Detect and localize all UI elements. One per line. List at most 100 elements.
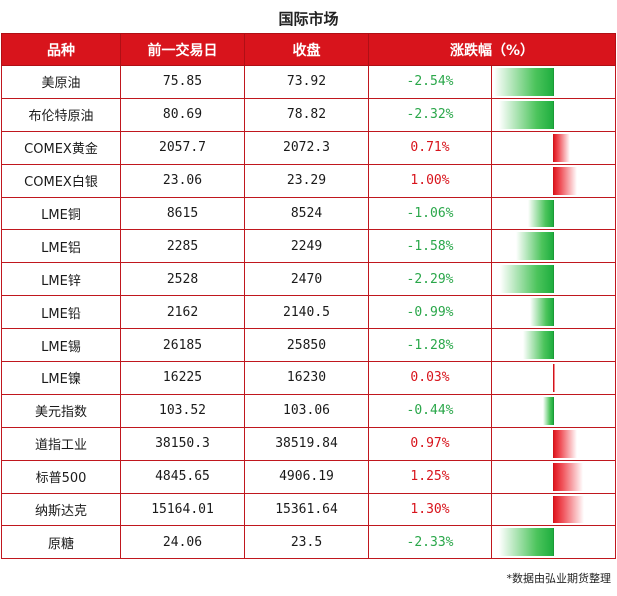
close-value: 103.06: [244, 393, 369, 428]
change-bar-cell: [491, 492, 616, 527]
close-value: 78.82: [244, 97, 369, 132]
table-row: 美元指数 103.52 103.06 -0.44%: [1, 393, 616, 428]
commodity-name: LME锌: [1, 262, 121, 297]
positive-change-bar: [553, 166, 578, 195]
commodity-name: LME铅: [1, 295, 121, 330]
change-bar-cell: [491, 97, 616, 132]
close-value: 23.29: [244, 163, 369, 198]
prev-value: 24.06: [120, 525, 245, 560]
table-row: 标普500 4845.65 4906.19 1.25%: [1, 459, 616, 494]
prev-value: 15164.01: [120, 492, 245, 527]
positive-change-bar: [553, 364, 555, 392]
header-row: 品种 前一交易日 收盘 涨跌幅（%）: [1, 33, 616, 66]
prev-value: 4845.65: [120, 459, 245, 494]
commodity-name: LME镍: [1, 361, 121, 395]
table-row: 布伦特原油 80.69 78.82 -2.32%: [1, 97, 616, 132]
page-title: 国际市场: [278, 10, 339, 28]
change-bar-cell: [491, 459, 616, 494]
commodity-name: 美元指数: [1, 393, 121, 428]
market-table: 品种 前一交易日 收盘 涨跌幅（%） 美原油 75.85 73.92 -2.54% 布伦…: [1, 33, 616, 560]
change-bar-cell: [491, 163, 616, 198]
prev-value: 26185: [120, 328, 245, 363]
prev-value: 16225: [120, 361, 245, 395]
change-percent: 1.25%: [368, 459, 492, 494]
close-value: 4906.19: [244, 459, 369, 494]
prev-value: 2057.7: [120, 130, 245, 165]
close-value: 25850: [244, 328, 369, 363]
change-percent: -2.32%: [368, 97, 492, 132]
table-row: LME铅 2162 2140.5 -0.99%: [1, 295, 616, 330]
negative-change-bar: [530, 298, 554, 327]
change-percent: -2.29%: [368, 262, 492, 297]
negative-change-bar: [499, 100, 554, 129]
change-percent: -1.06%: [368, 196, 492, 231]
table-row: LME铝 2285 2249 -1.58%: [1, 229, 616, 264]
positive-change-bar: [553, 495, 585, 524]
close-value: 2140.5: [244, 295, 369, 330]
change-percent: -0.44%: [368, 393, 492, 428]
negative-change-bar: [494, 68, 554, 96]
close-value: 2470: [244, 262, 369, 297]
prev-value: 8615: [120, 196, 245, 231]
prev-value: 38150.3: [120, 426, 245, 461]
prev-value: 75.85: [120, 65, 245, 99]
prev-value: 80.69: [120, 97, 245, 132]
footnote: *数据由弘业期货整理: [506, 572, 612, 585]
commodity-name: 标普500: [1, 459, 121, 494]
prev-value: 23.06: [120, 163, 245, 198]
header-close: 收盘: [244, 33, 369, 66]
change-bar-cell: [491, 196, 616, 231]
header-change: 涨跌幅（%）: [368, 33, 616, 66]
change-percent: 0.71%: [368, 130, 492, 165]
change-bar-cell: [491, 426, 616, 461]
change-percent: 1.30%: [368, 492, 492, 527]
table-row: COMEX白银 23.06 23.29 1.00%: [1, 163, 616, 198]
change-percent: -2.54%: [368, 65, 492, 99]
close-value: 38519.84: [244, 426, 369, 461]
close-value: 2249: [244, 229, 369, 264]
change-percent: -0.99%: [368, 295, 492, 330]
change-bar-cell: [491, 361, 616, 395]
table-row: 原糖 24.06 23.5 -2.33%: [1, 525, 616, 560]
positive-change-bar: [553, 462, 584, 491]
close-value: 73.92: [244, 65, 369, 99]
change-percent: -2.33%: [368, 525, 492, 560]
close-value: 2072.3: [244, 130, 369, 165]
change-percent: -1.28%: [368, 328, 492, 363]
commodity-name: 布伦特原油: [1, 97, 121, 132]
commodity-name: 道指工业: [1, 426, 121, 461]
positive-change-bar: [553, 429, 577, 458]
change-bar-cell: [491, 65, 616, 99]
commodity-name: LME铝: [1, 229, 121, 264]
change-bar-cell: [491, 130, 616, 165]
negative-change-bar: [528, 199, 554, 228]
negative-change-bar: [516, 232, 554, 261]
negative-change-bar: [542, 396, 554, 425]
prev-value: 2285: [120, 229, 245, 264]
change-bar-cell: [491, 229, 616, 264]
commodity-name: 纳斯达克: [1, 492, 121, 527]
commodity-name: 原糖: [1, 525, 121, 560]
negative-change-bar: [498, 528, 554, 557]
close-value: 15361.64: [244, 492, 369, 527]
table-row: LME锡 26185 25850 -1.28%: [1, 328, 616, 363]
commodity-name: LME锡: [1, 328, 121, 363]
table-row: 纳斯达克 15164.01 15361.64 1.30%: [1, 492, 616, 527]
change-bar-cell: [491, 525, 616, 560]
change-percent: -1.58%: [368, 229, 492, 264]
commodity-name: 美原油: [1, 65, 121, 99]
table-row: LME铜 8615 8524 -1.06%: [1, 196, 616, 231]
table-row: LME锌 2528 2470 -2.29%: [1, 262, 616, 297]
commodity-name: COMEX黄金: [1, 130, 121, 165]
change-bar-cell: [491, 295, 616, 330]
header-prev: 前一交易日: [120, 33, 245, 66]
commodity-name: LME铜: [1, 196, 121, 231]
prev-value: 2162: [120, 295, 245, 330]
change-bar-cell: [491, 328, 616, 363]
header-name: 品种: [1, 33, 121, 66]
change-percent: 0.97%: [368, 426, 492, 461]
negative-change-bar: [523, 331, 554, 360]
commodity-name: COMEX白银: [1, 163, 121, 198]
table-row: 道指工业 38150.3 38519.84 0.97%: [1, 426, 616, 461]
positive-change-bar: [553, 133, 571, 162]
